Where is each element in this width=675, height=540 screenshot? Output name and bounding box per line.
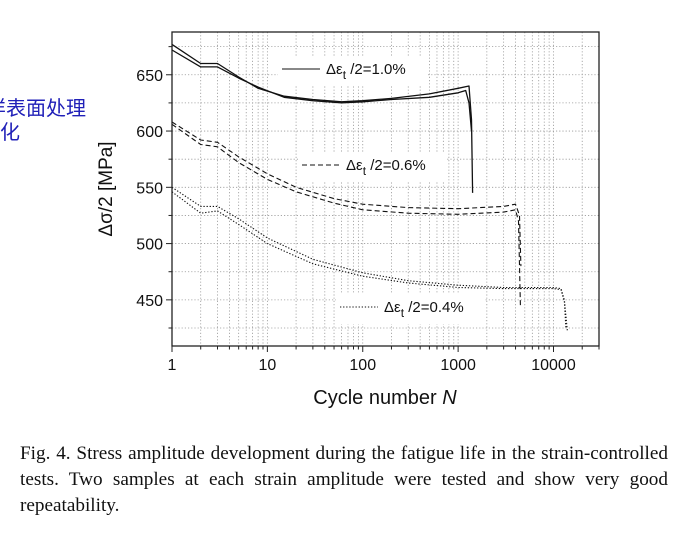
series-lines bbox=[171, 43, 568, 332]
figure-caption: Fig. 4. Stress amplitude development dur… bbox=[20, 443, 668, 516]
x-tick-label: 1000 bbox=[440, 357, 476, 374]
legend-label-value: /2=0.6% bbox=[366, 157, 426, 174]
series-line-dotted-sample-1 bbox=[171, 186, 568, 332]
chinese-side-text: 样表面处理化 bbox=[0, 96, 86, 144]
legend-label: Δεt /2=0.6% bbox=[346, 157, 426, 178]
x-tick-label: 10 bbox=[258, 357, 276, 374]
y-tick-label: 550 bbox=[136, 180, 163, 197]
plot-frame bbox=[171, 31, 600, 347]
series-line-dotted-sample-2 bbox=[171, 191, 567, 329]
y-tick-label: 650 bbox=[136, 68, 163, 85]
legend-label-value: /2=1.0% bbox=[346, 61, 406, 78]
legend-entry-dotted: Δεt /2=0.4% bbox=[336, 294, 484, 324]
legend: Δεt /2=1.0%Δεt /2=0.6%Δεt /2=0.4% bbox=[278, 56, 484, 324]
series-line-solid-sample-2 bbox=[171, 49, 473, 132]
legend-background bbox=[278, 56, 426, 86]
legend-background bbox=[336, 294, 484, 324]
y-tick-label: 450 bbox=[136, 293, 163, 310]
legend-label-subscript: t bbox=[343, 68, 347, 82]
legend-label: Δεt /2=0.4% bbox=[384, 299, 464, 320]
side-text-line-2: 化 bbox=[0, 120, 20, 144]
legend-label-symbol: Δε bbox=[326, 61, 343, 78]
x-tick-label: 10000 bbox=[531, 357, 576, 374]
series-line-dashed-sample-2 bbox=[171, 123, 521, 306]
legend-background bbox=[298, 152, 446, 182]
series-line-dashed-sample-1 bbox=[171, 121, 522, 267]
axis-ticks: 1 10 100 1000 10000 450 500 550 600 650 bbox=[136, 46, 600, 374]
legend-label: Δεt /2=1.0% bbox=[326, 61, 406, 82]
x-axis-label-variable: N bbox=[442, 387, 457, 409]
stress-amplitude-chart: Δεt /2=1.0%Δεt /2=0.6%Δεt /2=0.4% 1 10 100… bbox=[96, 31, 600, 409]
legend-label-symbol: Δε bbox=[384, 299, 401, 316]
side-text-line-1: 样表面处理 bbox=[0, 96, 86, 120]
legend-label-value: /2=0.4% bbox=[404, 299, 464, 316]
x-axis-label: Cycle number N bbox=[313, 387, 457, 409]
legend-entry-dashed: Δεt /2=0.6% bbox=[298, 152, 446, 182]
legend-entry-solid: Δεt /2=1.0% bbox=[278, 56, 426, 86]
x-axis-label-text: Cycle number bbox=[313, 387, 437, 409]
x-tick-label: 1 bbox=[168, 357, 177, 374]
y-tick-label: 500 bbox=[136, 237, 163, 254]
x-tick-label: 100 bbox=[349, 357, 376, 374]
legend-label-subscript: t bbox=[363, 164, 367, 178]
y-tick-label: 600 bbox=[136, 124, 163, 141]
series-line-solid-sample-1 bbox=[171, 43, 474, 193]
legend-label-subscript: t bbox=[401, 306, 405, 320]
y-axis-label: Δσ/2 [MPa] bbox=[96, 141, 117, 236]
legend-label-symbol: Δε bbox=[346, 157, 363, 174]
